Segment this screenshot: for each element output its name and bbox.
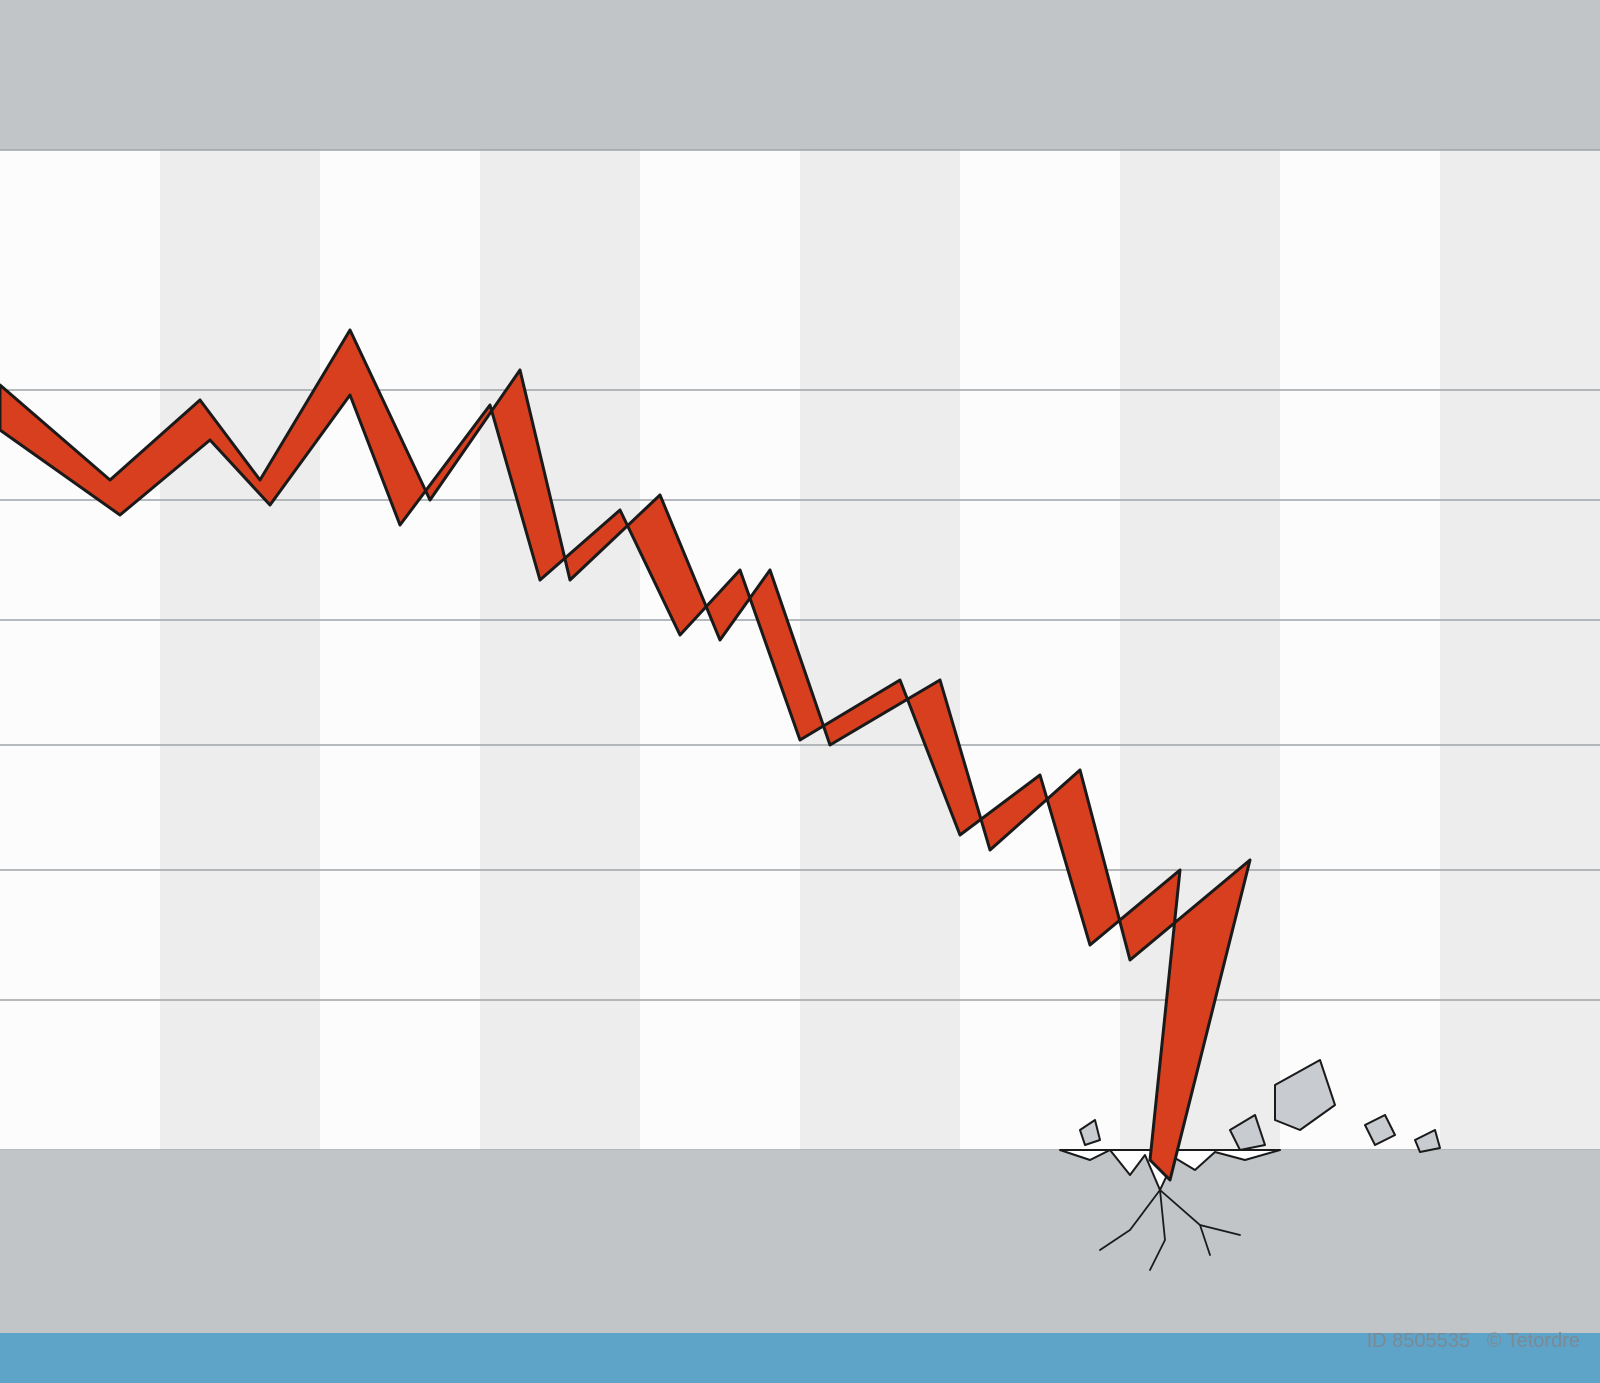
crash-chart-svg	[0, 0, 1600, 1383]
attribution: ID 8505535 © Tetordre	[1367, 1330, 1580, 1353]
image-id-text: ID 8505535	[1367, 1330, 1470, 1352]
chart-container: ID 8505535 © Tetordre	[0, 0, 1600, 1383]
copyright-text: © Tetordre	[1487, 1330, 1580, 1352]
